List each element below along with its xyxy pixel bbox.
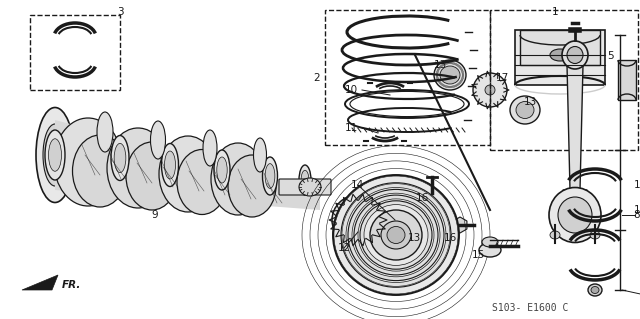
- Ellipse shape: [473, 73, 507, 107]
- Ellipse shape: [419, 207, 436, 222]
- Text: 1: 1: [552, 7, 558, 17]
- Ellipse shape: [387, 226, 405, 243]
- Ellipse shape: [214, 150, 230, 190]
- Ellipse shape: [43, 124, 67, 186]
- Ellipse shape: [348, 189, 444, 281]
- Ellipse shape: [333, 175, 459, 295]
- Ellipse shape: [346, 188, 446, 283]
- Text: 5: 5: [607, 51, 613, 61]
- Bar: [618, 60, 636, 100]
- Bar: [490, 10, 638, 150]
- Ellipse shape: [510, 96, 540, 124]
- Text: 16: 16: [444, 233, 456, 243]
- Ellipse shape: [49, 139, 61, 171]
- Ellipse shape: [588, 284, 602, 296]
- Bar: [30, 15, 120, 90]
- Ellipse shape: [265, 164, 275, 188]
- Ellipse shape: [550, 231, 560, 239]
- Ellipse shape: [217, 157, 227, 183]
- Ellipse shape: [381, 221, 411, 249]
- Ellipse shape: [114, 143, 126, 173]
- Ellipse shape: [590, 231, 600, 239]
- Text: 2: 2: [314, 73, 320, 83]
- Bar: [515, 30, 605, 85]
- Ellipse shape: [434, 60, 466, 90]
- Ellipse shape: [482, 237, 498, 247]
- Ellipse shape: [107, 128, 169, 208]
- Text: 13: 13: [408, 233, 420, 243]
- Text: FR.: FR.: [62, 280, 81, 290]
- FancyBboxPatch shape: [279, 179, 331, 195]
- Text: 12: 12: [337, 243, 351, 253]
- Ellipse shape: [591, 286, 599, 293]
- Ellipse shape: [558, 197, 592, 233]
- Ellipse shape: [262, 157, 278, 195]
- Text: 16: 16: [415, 193, 429, 203]
- Ellipse shape: [253, 138, 266, 172]
- Ellipse shape: [516, 101, 534, 118]
- Ellipse shape: [350, 212, 366, 227]
- Ellipse shape: [550, 49, 570, 61]
- Ellipse shape: [54, 118, 122, 206]
- Text: 14: 14: [350, 180, 364, 190]
- Polygon shape: [563, 65, 587, 205]
- Text: 13: 13: [433, 60, 447, 70]
- Ellipse shape: [414, 202, 442, 228]
- Text: 3: 3: [116, 7, 124, 17]
- Ellipse shape: [159, 136, 217, 212]
- Ellipse shape: [164, 151, 175, 179]
- Ellipse shape: [36, 108, 74, 203]
- Ellipse shape: [228, 155, 276, 217]
- Ellipse shape: [161, 144, 179, 187]
- Ellipse shape: [299, 178, 321, 196]
- Text: 11: 11: [345, 123, 358, 133]
- Polygon shape: [55, 120, 320, 210]
- Ellipse shape: [150, 121, 166, 159]
- Text: 18: 18: [634, 180, 640, 190]
- Bar: [325, 10, 490, 145]
- Text: 17: 17: [495, 73, 509, 83]
- Text: 13: 13: [524, 97, 536, 107]
- Ellipse shape: [549, 188, 601, 242]
- Text: 8: 8: [634, 210, 640, 220]
- Polygon shape: [22, 275, 58, 290]
- Ellipse shape: [562, 41, 588, 69]
- Ellipse shape: [177, 150, 227, 214]
- Ellipse shape: [332, 195, 384, 245]
- Ellipse shape: [72, 135, 127, 207]
- Ellipse shape: [360, 201, 432, 269]
- Ellipse shape: [485, 85, 495, 95]
- Ellipse shape: [301, 170, 309, 190]
- Ellipse shape: [354, 195, 438, 275]
- Ellipse shape: [45, 130, 65, 180]
- Ellipse shape: [341, 183, 451, 287]
- Ellipse shape: [211, 143, 265, 215]
- Ellipse shape: [567, 47, 583, 63]
- Ellipse shape: [358, 199, 434, 271]
- Text: 15: 15: [472, 250, 484, 260]
- Ellipse shape: [111, 136, 129, 181]
- Ellipse shape: [479, 243, 501, 257]
- Ellipse shape: [440, 66, 460, 84]
- Ellipse shape: [203, 130, 217, 166]
- Text: 10: 10: [345, 85, 358, 95]
- Ellipse shape: [299, 165, 311, 195]
- Text: 9: 9: [152, 210, 158, 220]
- Text: S103- E1600 C: S103- E1600 C: [492, 303, 568, 313]
- Ellipse shape: [370, 210, 422, 260]
- Text: 18: 18: [634, 205, 640, 215]
- Bar: [520, 30, 600, 65]
- Ellipse shape: [364, 204, 428, 265]
- Polygon shape: [453, 217, 467, 233]
- Ellipse shape: [352, 193, 440, 277]
- Ellipse shape: [97, 112, 113, 152]
- Ellipse shape: [126, 142, 178, 210]
